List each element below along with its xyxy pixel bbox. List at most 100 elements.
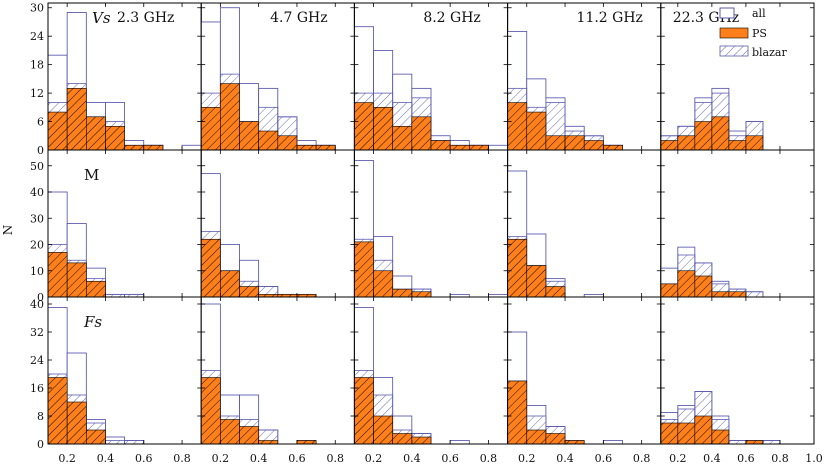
panel-2-0: 0.2 0.4 0.6 0.8 0 8 16 24 32 40 Fs [30, 296, 202, 465]
bar-ps-hatch [677, 270, 695, 297]
x-tick-label: 0.2 [58, 452, 76, 465]
panel-1-1 [200, 149, 355, 298]
bar-ps-hatch [48, 252, 68, 298]
bar-ps-hatch [296, 145, 317, 150]
legend: all PS blazar [719, 7, 787, 59]
bar-ps-hatch [86, 116, 106, 150]
x-tick-label: 0.2 [669, 452, 687, 465]
panel-2-3: 0.2 0.4 0.6 0.8 [507, 296, 662, 465]
panel-0-0: 0 6 12 18 24 30 2.3 GHz Vs [30, 2, 202, 157]
bar-ps-hatch [143, 145, 163, 150]
bar-ps-hatch [67, 402, 87, 444]
bar-ps-hatch [373, 416, 393, 444]
bar-ps-hatch [239, 426, 259, 444]
bar-ps-hatch [48, 112, 68, 150]
x-tick-label: 0.8 [771, 452, 789, 465]
bar-ps-hatch [694, 416, 712, 444]
bar-ps-hatch [545, 135, 566, 150]
panel-frame [660, 296, 815, 445]
bar-all [488, 144, 509, 151]
bar-ps-hatch [354, 241, 374, 298]
y-tick-label: 24 [30, 30, 44, 43]
legend-swatch-blazar [719, 45, 749, 57]
bar-ps-hatch [526, 265, 546, 297]
bar-ps-hatch [745, 135, 763, 150]
bar-ps-hatch [48, 377, 68, 444]
bar-blazar [124, 440, 145, 445]
legend-swatch-ps [719, 27, 749, 39]
bar-ps-hatch [201, 107, 221, 150]
panel-1-2 [353, 149, 509, 298]
bar-ps-hatch [469, 145, 489, 150]
x-tick-label: 0.8 [633, 452, 651, 465]
y-tick-label: 0 [37, 291, 44, 304]
bar-ps-hatch [728, 291, 746, 297]
y-tick-label: 50 [30, 160, 44, 173]
bar-all [181, 144, 202, 151]
bar-ps-hatch [124, 145, 144, 150]
y-tick-label: 6 [37, 116, 44, 129]
bar-ps-hatch [86, 430, 106, 444]
x-tick-label: 0.2 [212, 452, 230, 465]
bar-ps-hatch [277, 135, 297, 150]
bar-ps-hatch [201, 239, 221, 297]
column-frequency-label: 11.2 GHz [577, 10, 643, 26]
bar-ps-hatch [411, 291, 431, 297]
x-tick-label: 0.6 [288, 452, 306, 465]
bar-ps-hatch [392, 433, 412, 444]
bar-ps-hatch [545, 433, 566, 444]
bar-ps-hatch [354, 102, 374, 150]
y-tick-label: 40 [30, 186, 44, 199]
bar-ps-hatch [694, 121, 712, 150]
bar-ps-hatch [728, 140, 746, 150]
y-axis-label: N [1, 225, 15, 236]
bar-ps-hatch [296, 440, 317, 444]
x-tick-label: 0.4 [703, 452, 721, 465]
bar-ps-hatch [745, 440, 763, 444]
x-tick-label: 0.6 [441, 452, 459, 465]
bar-ps-hatch [392, 289, 412, 298]
y-tick-label: 32 [30, 326, 44, 339]
bar-ps-hatch [67, 262, 87, 298]
bar-ps-hatch [239, 121, 259, 150]
bar-ps-hatch [277, 294, 297, 298]
y-tick-label: 24 [30, 354, 44, 367]
x-tick-label: 0.4 [97, 452, 115, 465]
bar-ps-hatch [565, 135, 585, 150]
bar-ps-hatch [220, 270, 240, 297]
bar-ps-hatch [239, 286, 259, 297]
x-tick-label: 0.8 [173, 452, 191, 465]
bar-blazar [728, 440, 747, 445]
bar-ps-hatch [258, 131, 278, 150]
bar-ps-hatch [507, 381, 527, 444]
panel-0-4: 22.3 GHz [660, 2, 815, 151]
x-tick-label: 0.4 [250, 452, 268, 465]
y-tick-label: 8 [37, 410, 44, 423]
bar-blazar [105, 440, 125, 445]
bar-ps-hatch [105, 126, 125, 150]
bar-ps-hatch [545, 286, 566, 297]
y-tick-label: 0 [37, 438, 44, 451]
bar-ps-hatch [86, 281, 106, 297]
bar-all [449, 440, 470, 445]
bar-ps-hatch [660, 283, 678, 298]
bar-all [602, 440, 623, 445]
bar-ps-hatch [526, 112, 546, 150]
y-tick-label: 30 [30, 2, 44, 15]
legend-label-all: all [752, 7, 766, 20]
bar-ps-hatch [565, 440, 585, 444]
bar-ps-hatch [201, 377, 221, 444]
bar-ps-hatch [450, 145, 470, 150]
panel-0-2: 8.2 GHz [353, 2, 509, 151]
row-label: Fs [83, 313, 102, 331]
bar-ps-hatch [354, 377, 374, 444]
panel-1-0: 0 10 20 30 40 50 M [30, 149, 202, 304]
x-tick-label: 0.6 [737, 452, 755, 465]
panel-grid: 0 6 12 18 24 30 2.3 GHz Vs 4.7 GHz 8.2 GHz 11.2 GH… [30, 2, 823, 465]
bar-ps-hatch [67, 88, 87, 150]
bar-ps-hatch [694, 276, 712, 297]
panel-2-2: 0.2 0.4 0.6 0.8 [353, 296, 509, 465]
panel-2-1: 0.2 0.4 0.6 0.8 [200, 296, 355, 465]
bar-ps-hatch [677, 135, 695, 150]
x-tick-label: 0.2 [365, 452, 383, 465]
